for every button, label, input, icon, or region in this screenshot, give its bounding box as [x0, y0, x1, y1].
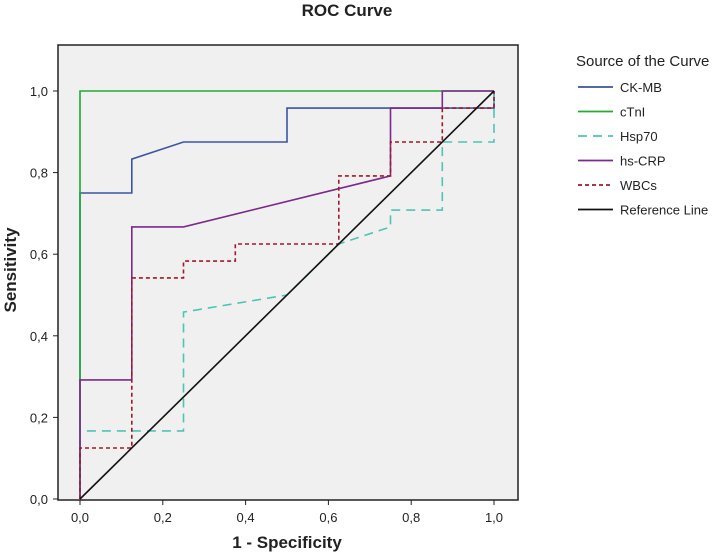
y-tick-label: 0,4 — [30, 329, 48, 344]
legend-title: Source of the Curve — [576, 53, 709, 70]
x-axis: 0,0 0,2 0,4 0,6 0,8 1,0 — [71, 500, 503, 525]
x-tick-label: 0,4 — [237, 510, 255, 525]
x-tick-label: 0,2 — [154, 510, 172, 525]
series-line-ctni — [79, 90, 494, 499]
legend-label: hs-CRP — [620, 154, 666, 169]
y-tick-label: 0,0 — [30, 492, 48, 507]
y-tick-label: 1,0 — [30, 84, 48, 99]
x-tick-label: 0,8 — [402, 510, 420, 525]
plot-area — [57, 44, 519, 501]
x-axis-label: 1 - Specificity — [232, 533, 342, 552]
series-line-hs-crp — [79, 90, 494, 499]
x-tick-label: 1,0 — [485, 510, 503, 525]
y-axis: 0,0 0,2 0,4 0,6 0,8 1,0 — [30, 84, 58, 507]
series-line-wbcs — [79, 91, 495, 499]
y-tick-label: 0,6 — [30, 247, 48, 262]
series-lines — [79, 90, 495, 500]
y-tick-label: 0,8 — [30, 166, 48, 181]
series-line-hsp70 — [79, 91, 495, 499]
x-tick-label: 0,0 — [71, 510, 89, 525]
x-tick-label: 0,6 — [319, 510, 337, 525]
legend-label: CK-MB — [620, 80, 662, 95]
y-tick-label: 0,2 — [30, 410, 48, 425]
legend-label: Hsp70 — [620, 129, 658, 144]
legend-label: cTnI — [620, 105, 645, 120]
chart-title: ROC Curve — [302, 1, 393, 20]
legend-label: WBCs — [620, 178, 657, 193]
y-axis-label: Sensitivity — [1, 227, 20, 313]
legend: Source of the Curve CK-MB cTnI Hsp70 hs-CRP… — [576, 53, 709, 218]
legend-label: Reference Line — [620, 203, 708, 218]
series-line-reference-line — [79, 90, 495, 500]
